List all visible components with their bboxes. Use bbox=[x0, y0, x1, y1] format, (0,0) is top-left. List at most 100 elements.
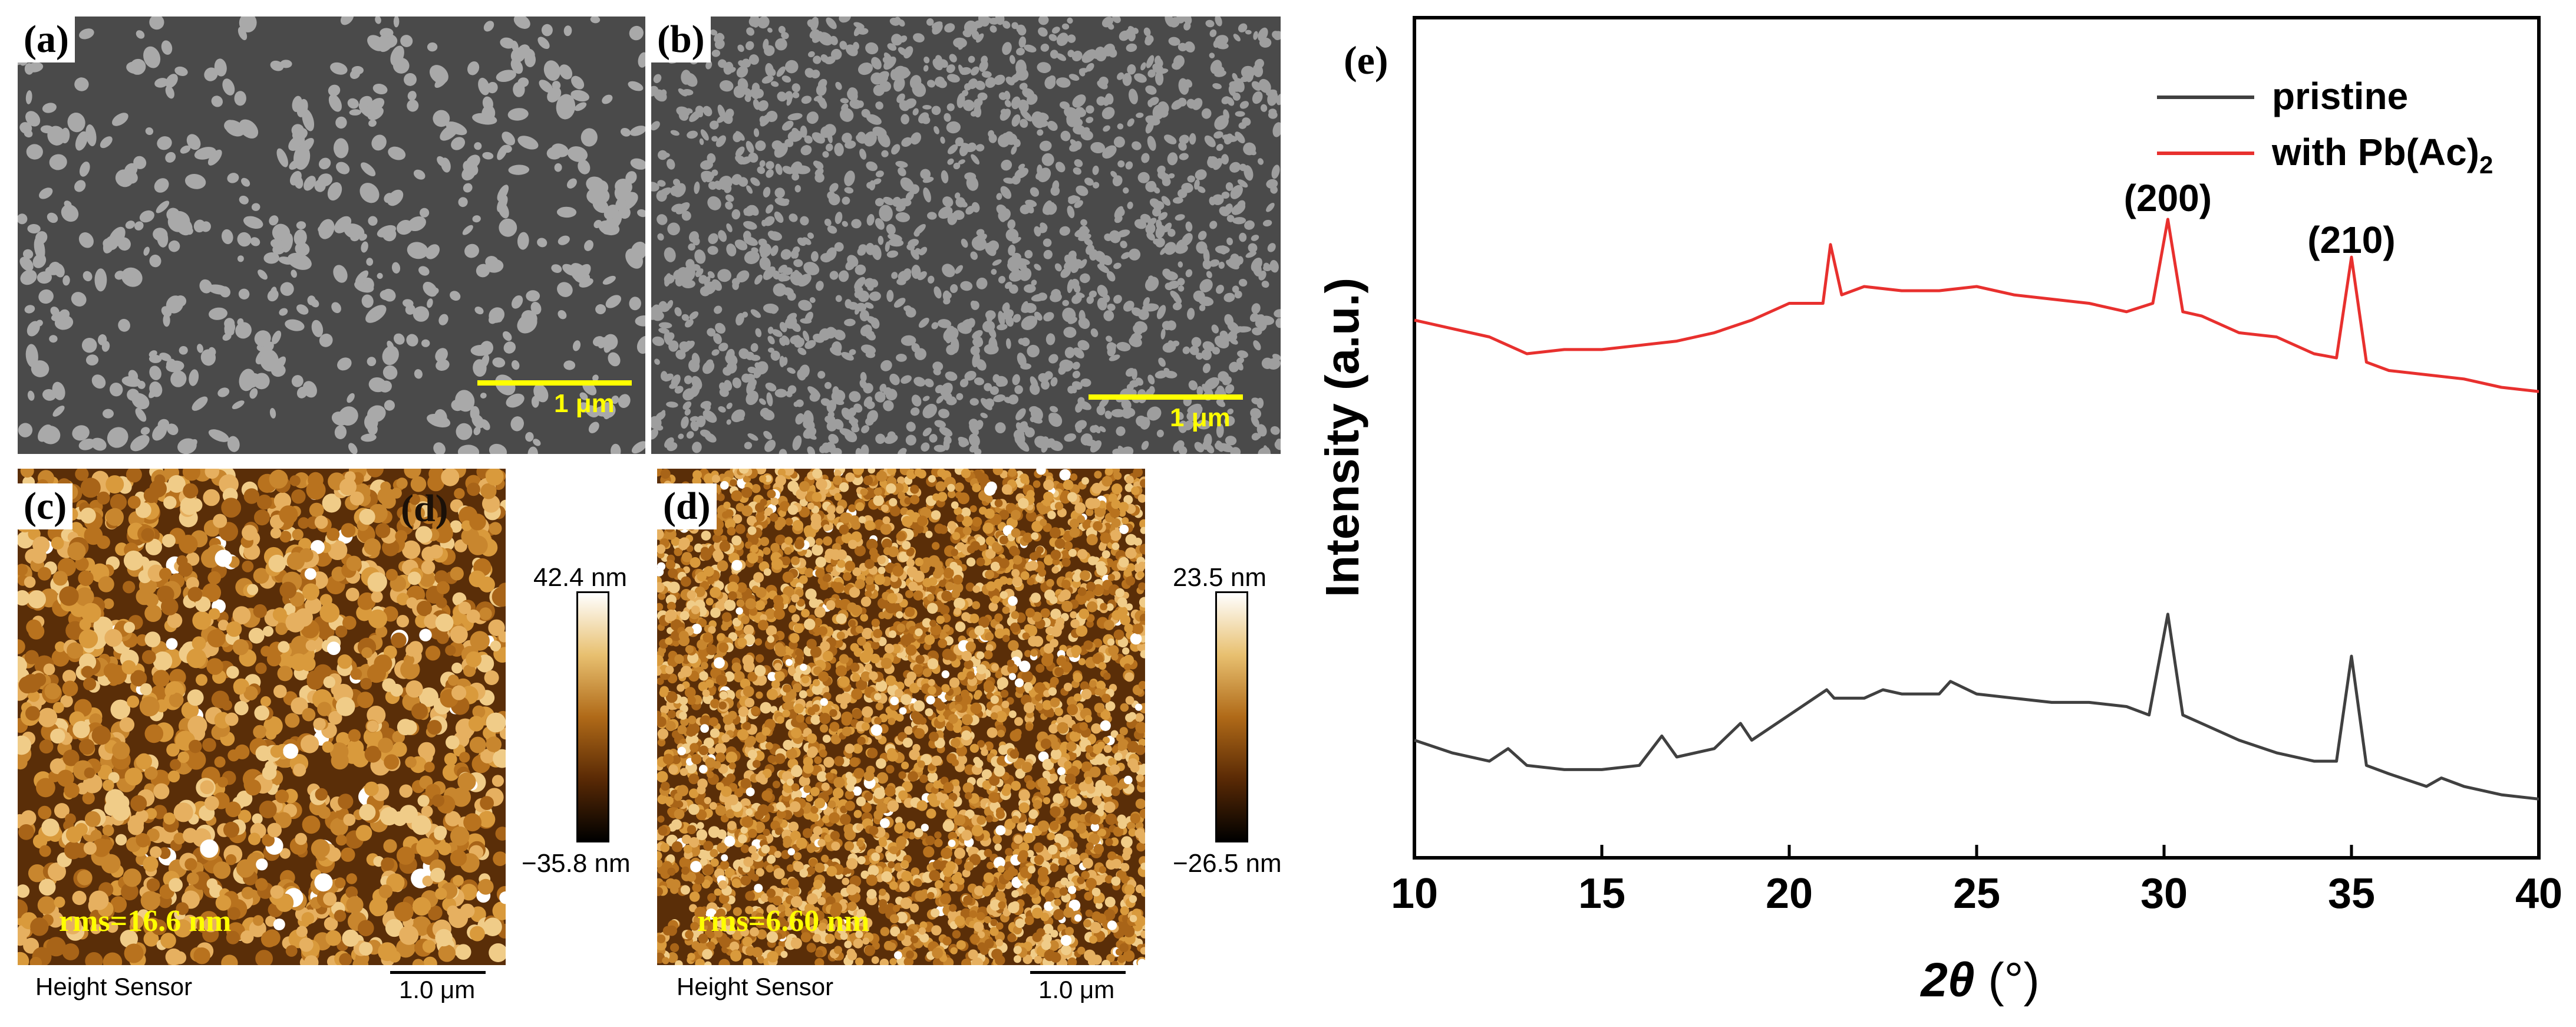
particle bbox=[1195, 169, 1207, 180]
grain bbox=[102, 824, 114, 837]
grain bbox=[412, 959, 424, 965]
particle bbox=[1168, 173, 1175, 179]
particle bbox=[1084, 238, 1093, 246]
grain bbox=[136, 833, 150, 848]
grain bbox=[18, 952, 29, 965]
particle bbox=[1073, 124, 1086, 135]
particle bbox=[1225, 328, 1238, 342]
grain bbox=[438, 944, 456, 962]
particle bbox=[699, 138, 704, 146]
particle bbox=[1090, 328, 1099, 337]
particle bbox=[989, 386, 999, 395]
particle bbox=[1205, 444, 1215, 453]
particle bbox=[281, 233, 293, 253]
grain bbox=[1069, 853, 1081, 865]
particle bbox=[1112, 17, 1121, 24]
particle bbox=[667, 442, 678, 452]
particle bbox=[513, 82, 525, 97]
grain bbox=[184, 858, 197, 871]
particle bbox=[1121, 399, 1132, 410]
grain bbox=[733, 514, 743, 524]
grain bbox=[183, 828, 198, 843]
particle bbox=[1127, 118, 1134, 127]
grain bbox=[177, 751, 190, 763]
particle bbox=[723, 367, 732, 376]
particle bbox=[780, 249, 791, 260]
particle bbox=[849, 99, 862, 109]
particle bbox=[293, 229, 307, 246]
particle bbox=[1103, 94, 1112, 106]
particle bbox=[510, 416, 524, 432]
particle bbox=[1099, 76, 1109, 86]
particle bbox=[744, 251, 760, 264]
particle bbox=[237, 255, 244, 262]
particle bbox=[834, 242, 844, 252]
grain bbox=[236, 791, 253, 807]
particle bbox=[1077, 400, 1091, 410]
grain bbox=[82, 792, 95, 805]
grain bbox=[296, 926, 308, 937]
particle bbox=[926, 80, 936, 88]
particle bbox=[994, 74, 1005, 85]
particle bbox=[366, 312, 377, 319]
particle bbox=[1002, 303, 1008, 312]
grain bbox=[301, 735, 319, 753]
particle bbox=[384, 400, 395, 411]
grain bbox=[657, 815, 665, 823]
particle bbox=[914, 348, 926, 360]
particle bbox=[1239, 163, 1247, 172]
particle bbox=[602, 225, 614, 235]
particle bbox=[67, 112, 85, 133]
particle bbox=[217, 387, 230, 397]
particle bbox=[219, 286, 230, 298]
grain bbox=[84, 767, 95, 779]
grain bbox=[406, 597, 418, 609]
particle bbox=[1183, 22, 1191, 31]
particle bbox=[765, 382, 777, 391]
particle bbox=[825, 143, 833, 152]
particle bbox=[731, 174, 743, 185]
particle bbox=[502, 131, 516, 146]
particle bbox=[438, 314, 448, 325]
particle bbox=[291, 375, 304, 387]
particle bbox=[436, 359, 450, 371]
particle bbox=[118, 318, 130, 332]
particle bbox=[1147, 69, 1156, 78]
grain bbox=[62, 680, 78, 697]
particle bbox=[227, 173, 239, 183]
particle bbox=[1086, 244, 1094, 255]
particle bbox=[746, 141, 754, 154]
grain bbox=[330, 818, 348, 836]
particle bbox=[958, 159, 965, 164]
particle bbox=[774, 389, 787, 398]
grain bbox=[905, 590, 913, 598]
particle bbox=[208, 429, 229, 442]
particle bbox=[674, 307, 682, 317]
grain bbox=[927, 772, 938, 783]
particle bbox=[260, 349, 279, 372]
particle bbox=[1231, 203, 1246, 215]
grain bbox=[160, 933, 176, 949]
particle bbox=[635, 315, 645, 327]
scale-text-b: 1 μm bbox=[1170, 403, 1231, 432]
particle bbox=[839, 17, 851, 23]
grain bbox=[335, 697, 355, 716]
particle bbox=[945, 292, 952, 299]
grain bbox=[324, 917, 338, 931]
particle bbox=[1048, 354, 1058, 364]
particle bbox=[971, 154, 980, 165]
particle bbox=[566, 178, 577, 189]
sensor-label-c: Height Sensor bbox=[35, 973, 193, 1000]
grain bbox=[492, 901, 506, 920]
particle bbox=[1011, 114, 1021, 127]
particle bbox=[690, 420, 699, 432]
grain bbox=[450, 826, 470, 846]
grain bbox=[477, 878, 494, 895]
particle bbox=[1202, 259, 1212, 270]
grain bbox=[441, 469, 460, 486]
particle bbox=[157, 419, 169, 430]
grain bbox=[29, 956, 42, 965]
grain bbox=[38, 805, 52, 819]
particle bbox=[222, 78, 235, 96]
particle bbox=[269, 407, 276, 419]
